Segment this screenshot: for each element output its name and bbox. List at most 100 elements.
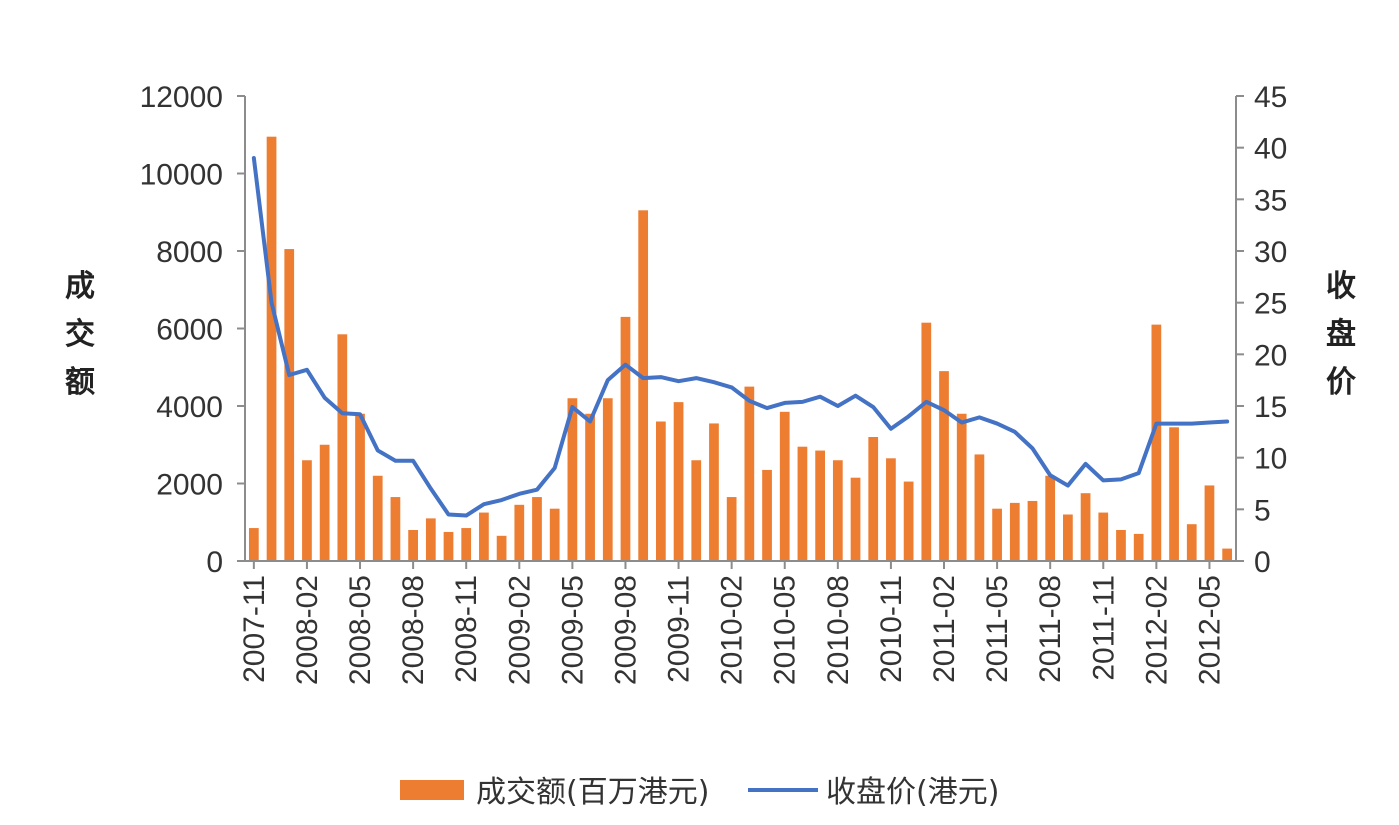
left-tick-label: 4000 (156, 391, 223, 424)
right-tick-label: 15 (1254, 391, 1287, 424)
bar-2009-05 (567, 398, 578, 561)
left-tick-label: 12000 (140, 81, 223, 114)
bar-2009-01 (496, 535, 507, 561)
right-tick-label: 40 (1254, 133, 1287, 166)
x-tick-label: 2009-02 (503, 575, 536, 685)
bar-2012-02 (1151, 324, 1162, 562)
right-y-axis-ticks: 0 5 10 15 20 25 30 35 40 45 (1236, 81, 1287, 579)
x-tick-label: 2008-02 (291, 575, 324, 685)
bar-2008-04 (337, 334, 348, 561)
left-tick-label: 10000 (140, 159, 223, 192)
bar-2008-08 (408, 530, 418, 561)
bar-2012-05 (1204, 485, 1215, 561)
bar-2009-08 (620, 316, 631, 562)
bar-2011-10 (1080, 493, 1091, 561)
x-tick-label: 2011-02 (928, 575, 961, 683)
x-tick-label: 2009-11 (663, 575, 696, 683)
bar-2010-02 (726, 497, 737, 561)
bar-2008-03 (319, 444, 330, 561)
bar-2011-09 (1063, 514, 1073, 561)
line-series (251, 156, 1230, 518)
bar-2011-02 (939, 371, 949, 562)
bar-2009-09 (638, 210, 649, 561)
right-tick-label: 30 (1254, 236, 1287, 269)
bar-2007-11 (248, 528, 259, 561)
bar-2009-11 (673, 402, 684, 562)
bar-2009-07 (602, 398, 613, 561)
axis-title-char: 交 (65, 317, 95, 352)
bar-2011-11 (1098, 512, 1109, 561)
x-tick-label: 2009-08 (609, 575, 642, 685)
close-price-line (251, 156, 1230, 518)
bar-2008-11 (461, 528, 472, 561)
bar-2010-11 (886, 458, 896, 561)
bar-2010-12 (903, 481, 914, 561)
bar-2008-06 (372, 475, 383, 561)
bar-2011-03 (956, 413, 967, 561)
x-tick-label: 2012-02 (1140, 575, 1173, 685)
x-tick-label: 2010-05 (769, 575, 802, 685)
bar-2011-01 (921, 322, 932, 561)
bar-2008-12 (479, 512, 489, 561)
bar-2010-03 (744, 386, 755, 562)
axis-title-char: 盘 (1326, 317, 1356, 352)
left-tick-label: 2000 (156, 469, 223, 502)
bar-2012-04 (1186, 524, 1197, 561)
x-tick-label: 2009-05 (556, 575, 589, 685)
left-tick-label: 6000 (156, 314, 223, 347)
legend-label-bar: 成交额(百万港元) (476, 775, 709, 810)
x-tick-label: 2010-02 (716, 575, 749, 685)
bar-2010-07 (815, 450, 825, 561)
axis-title-char: 额 (65, 365, 95, 400)
x-tick-label: 2011-11 (1087, 575, 1120, 681)
bar-2007-12 (266, 136, 277, 561)
bar-series (248, 136, 1233, 562)
x-tick-label: 2008-08 (397, 575, 430, 685)
bar-2009-02 (514, 504, 525, 561)
axis-title-char: 价 (1326, 365, 1356, 400)
right-tick-label: 5 (1254, 494, 1271, 527)
bar-2008-10 (443, 531, 454, 561)
bar-2011-06 (1009, 502, 1020, 562)
bar-2009-06 (585, 413, 595, 561)
legend-swatch-bar (400, 780, 464, 800)
bar-2008-07 (390, 497, 401, 561)
bar-2010-09 (850, 477, 861, 561)
bar-2009-04 (549, 508, 560, 561)
right-tick-label: 25 (1254, 288, 1287, 321)
x-tick-label: 2010-11 (875, 575, 908, 683)
right-tick-label: 45 (1254, 81, 1287, 114)
bar-2010-01 (709, 423, 719, 561)
right-axis-title: 收盘价 (1326, 269, 1356, 400)
right-tick-label: 20 (1254, 339, 1287, 372)
bar-2008-05 (355, 413, 365, 561)
axes (244, 96, 1237, 562)
right-tick-label: 0 (1254, 546, 1271, 579)
right-tick-label: 35 (1254, 184, 1287, 217)
bar-2011-05 (992, 508, 1002, 561)
axis-title-char: 收 (1326, 269, 1356, 304)
x-tick-label: 2012-05 (1193, 575, 1226, 685)
left-y-axis-ticks: 0 2000 4000 6000 8000 10000 12000 (140, 81, 245, 579)
bar-2011-07 (1027, 500, 1038, 561)
bar-2012-03 (1169, 427, 1179, 561)
bar-2011-12 (1116, 530, 1126, 561)
bar-2012-06 (1222, 548, 1233, 561)
bar-2010-04 (762, 469, 772, 561)
x-tick-label: 2011-05 (981, 575, 1014, 683)
left-axis-title: 成交额 (65, 269, 95, 400)
bar-2009-12 (691, 460, 702, 561)
right-tick-label: 10 (1254, 443, 1287, 476)
bar-2009-03 (532, 497, 542, 561)
legend-label-line: 收盘价(港元) (826, 775, 999, 810)
bar-2008-01 (284, 249, 295, 561)
legend: 成交额(百万港元) 收盘价(港元) (400, 775, 999, 810)
x-tick-label: 2008-05 (344, 575, 377, 685)
bar-2011-08 (1045, 475, 1056, 561)
x-axis-ticks: 2007-11 2008-02 2008-05 2008-08 2008-11 2009-… (238, 561, 1226, 685)
bar-2010-05 (779, 411, 790, 561)
left-tick-label: 0 (206, 546, 223, 579)
bar-2010-08 (832, 460, 843, 561)
x-tick-label: 2010-08 (822, 575, 855, 685)
